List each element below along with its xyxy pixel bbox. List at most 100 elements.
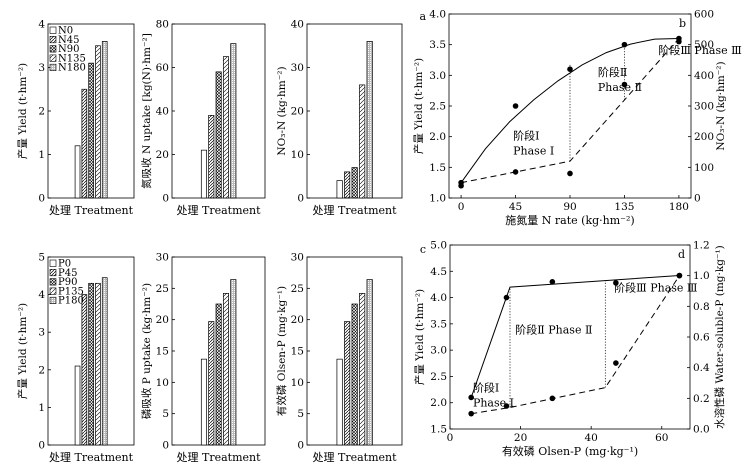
y-tick-label: 0 [162,193,169,205]
data-point-right-axis [676,272,683,279]
x-tick-label: 45 [509,201,522,213]
x-axis-label: 有效磷 Olsen-P (mg·kg⁻¹) [502,444,638,458]
data-point-left-axis [512,103,519,109]
y-tick-label: 0 [162,440,169,452]
bar-n0 [74,145,81,199]
legend-label-p180: P180 [58,296,84,307]
data-point-right-axis [613,360,619,366]
legend-swatch [49,287,57,295]
fit-line-right-axis [471,275,680,415]
y-tick-label-right: 200 [694,131,714,143]
legend-label-n0: N0 [58,26,73,37]
y-tick-label-right: 400 [694,70,714,82]
bar-p180 [230,279,237,446]
y-tick-label: 20 [156,314,169,326]
bar-n180 [230,43,237,199]
y-tick-label-left: 3.0 [429,70,446,82]
panel-letter: a [419,10,426,23]
y-tick-label-left: 1.0 [429,193,446,205]
bar-p135 [359,292,366,446]
y-tick-label-left: 2.5 [429,101,446,113]
phase-annotation: 阶段Ⅱ [598,65,627,79]
y-tick-label-right: 1.0 [693,270,710,282]
bar-n90 [215,71,222,199]
panel-letter: c [420,243,426,256]
y-axis-label-left: 产量 Yield (t·hm⁻²) [413,289,426,385]
legend-swatch [49,35,57,44]
y-tick-label-left: 4.0 [429,9,446,21]
legend-swatch [49,259,57,267]
phase-annotation: Phase Ⅰ [513,145,554,158]
legend-swatch [49,54,57,62]
y-tick-label: 20 [291,314,304,326]
y-tick-label: 20 [291,106,304,118]
panel-letter: d [678,248,685,261]
y-tick-label: 30 [156,252,169,264]
bar-p135 [95,282,101,446]
legend-label-n180: N180 [58,63,86,74]
y-tick-label: 1 [38,149,45,161]
x-axis-label: 处理 Treatment [49,204,134,217]
y-axis-label: 氮吸收 N uptake [kg(N)·hm⁻²] [140,33,153,189]
bar-n180 [366,41,373,199]
x-tick-label: 20 [514,432,527,444]
phase-annotation: 阶段Ⅰ [473,381,499,395]
y-tick-label: 10 [156,377,169,389]
bar-n45 [208,114,215,199]
y-axis-label: 磷吸收 P uptake (kg·hm⁻²) [140,283,153,419]
legend-swatch [49,45,57,53]
data-point-right-axis [549,395,556,402]
x-axis-label: 处理 Treatment [312,204,397,217]
y-tick-label-right: 1.2 [693,240,710,252]
y-tick-label: 5 [162,408,169,420]
y-tick-label-left: 2.0 [429,131,446,143]
y-tick-label: 3 [38,62,45,74]
y-tick-label-right: 300 [694,101,714,113]
x-axis-label: 施氮量 N rate (kg·hm⁻²) [505,213,634,227]
x-tick-label: 0 [447,432,454,444]
x-axis-label: 处理 Treatment [176,204,261,217]
y-tick-label-left: 4.0 [430,292,447,304]
y-tick-label-left: 3.5 [430,318,447,330]
y-tick-label: 4 [38,289,45,301]
y-tick-label: 80 [156,19,169,31]
bar-chart-a3: 0 10 20 30 40 处理 Treatment NO₃-N (kg·hm⁻²) a [276,10,426,217]
data-point-left-axis [567,66,573,72]
x-tick-label: 60 [655,432,668,444]
y-tick-label-left: 2.0 [430,397,447,409]
legend-label-p135: P135 [58,286,84,297]
phase-annotation: Phase Ⅰ [473,397,514,410]
bar-p90 [215,303,222,446]
y-tick-label: 5 [297,408,304,420]
y-tick-label-right: 0.8 [693,301,710,313]
y-tick-label-right: 0.4 [693,362,710,374]
data-point-right-axis [503,403,510,409]
phase-annotation: 阶段Ⅱ Phase Ⅱ [515,322,592,336]
y-axis-label-right: NO₃-N (kg·hm⁻²) [715,61,727,150]
y-tick-label: 4 [38,19,45,31]
fit-line-left-axis [460,38,679,183]
legend-swatch [49,278,57,286]
legend-swatch [49,26,57,34]
bar-n90 [88,62,94,199]
legend-label-n90: N90 [58,44,79,55]
legend-swatch [49,296,57,305]
y-tick-label: 2 [38,364,45,376]
data-point-right-axis [676,38,682,45]
bar-n0 [200,149,207,199]
y-axis-label-right: 水溶性磷 Water-soluble-P (mg·kg⁻¹) [713,245,726,429]
y-tick-label: 15 [156,346,169,358]
bar-p0 [74,365,81,446]
phase-annotation: 阶段Ⅰ [513,129,539,143]
legend-label-p90: P90 [58,277,77,288]
data-point-right-axis [468,410,474,417]
bar-chart-c3: 0 5 10 15 20 25 30 处理 Treatment 有效磷 Olsen-P (mg·… [275,243,426,463]
y-tick-label-left: 3.5 [429,39,446,51]
y-tick-label: 0 [297,440,304,452]
phase-annotation: 阶段Ⅲ Phase Ⅲ [658,43,741,57]
bar-n180 [101,41,108,199]
y-tick-label: 5 [38,252,45,264]
y-tick-label-right: 0 [694,193,701,205]
